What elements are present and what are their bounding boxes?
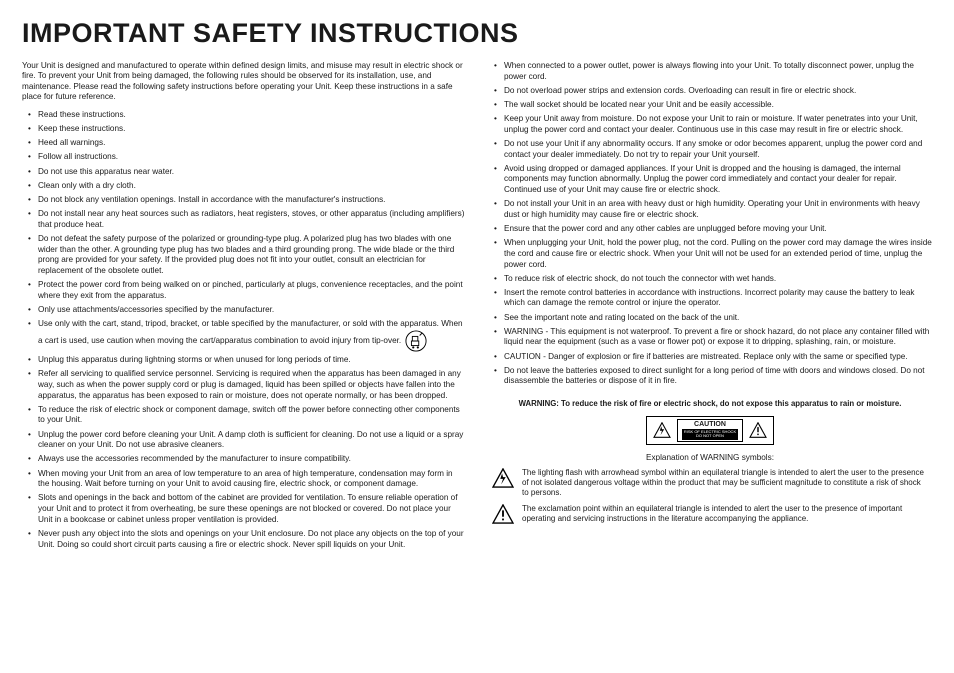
list-item: To reduce risk of electric shock, do not… [494, 274, 932, 285]
symbol-text-1: The lighting flash with arrowhead symbol… [522, 468, 928, 498]
list-item: Slots and openings in the back and botto… [28, 493, 466, 525]
list-item: Do not install near any heat sources suc… [28, 209, 466, 230]
list-item: To reduce the risk of electric shock or … [28, 405, 466, 426]
exclamation-triangle-icon [492, 504, 514, 524]
list-item: Do not block any ventilation openings. I… [28, 195, 466, 206]
list-item: Do not use your Unit if any abnormality … [494, 139, 932, 160]
list-item: When unplugging your Unit, hold the powe… [494, 238, 932, 270]
symbol-row-1: The lighting flash with arrowhead symbol… [488, 468, 932, 498]
lightning-triangle-icon [492, 468, 514, 488]
list-item: Do not leave the batteries exposed to di… [494, 366, 932, 387]
list-item: The wall socket should be located near y… [494, 100, 932, 111]
caution-label: CAUTION [682, 421, 738, 429]
list-item: Only use attachments/accessories specifi… [28, 305, 466, 316]
list-item: Heed all warnings. [28, 138, 466, 149]
list-item: Protect the power cord from being walked… [28, 280, 466, 301]
caution-center: CAUTION RISK OF ELECTRIC SHOCK DO NOT OP… [677, 419, 743, 441]
list-item: Keep your Unit away from moisture. Do no… [494, 114, 932, 135]
list-item: Refer all servicing to qualified service… [28, 369, 466, 401]
list-item: WARNING - This equipment is not waterpro… [494, 327, 932, 348]
list-item: Unplug this apparatus during lightning s… [28, 355, 466, 366]
list-item: Clean only with a dry cloth. [28, 181, 466, 192]
explain-title: Explanation of WARNING symbols: [488, 453, 932, 462]
list-item: Do not install your Unit in an area with… [494, 199, 932, 220]
list-item: CAUTION - Danger of explosion or fire if… [494, 352, 932, 363]
list-item: Unplug the power cord before cleaning yo… [28, 430, 466, 451]
list-item: When moving your Unit from an area of lo… [28, 469, 466, 490]
list-item: See the important note and rating locate… [494, 313, 932, 324]
list-item: Insert the remote control batteries in a… [494, 288, 932, 309]
list-item: Keep these instructions. [28, 124, 466, 135]
caution-sub: RISK OF ELECTRIC SHOCK DO NOT OPEN [682, 429, 738, 440]
symbol-row-2: The exclamation point within an equilate… [488, 504, 932, 524]
list-item: Follow all instructions. [28, 152, 466, 163]
bullet-list-right: When connected to a power outlet, power … [488, 61, 932, 387]
caution-box: CAUTION RISK OF ELECTRIC SHOCK DO NOT OP… [646, 416, 774, 444]
warning-footer: WARNING: To reduce the risk of fire or e… [488, 399, 932, 408]
bullet-list-left: Read these instructions. Keep these instr… [22, 110, 466, 550]
content-columns: Your Unit is designed and manufactured t… [22, 61, 932, 554]
list-item: Avoid using dropped or damaged appliance… [494, 164, 932, 196]
page-title: IMPORTANT SAFETY INSTRUCTIONS [22, 18, 932, 49]
list-item: Always use the accessories recommended b… [28, 454, 466, 465]
list-item: Read these instructions. [28, 110, 466, 121]
intro-paragraph: Your Unit is designed and manufactured t… [22, 61, 466, 102]
symbol-text-2: The exclamation point within an equilate… [522, 504, 928, 524]
list-item: Do not use this apparatus near water. [28, 167, 466, 178]
list-item: Do not overload power strips and extensi… [494, 86, 932, 97]
list-item: When connected to a power outlet, power … [494, 61, 932, 82]
list-item: Use only with the cart, stand, tripod, b… [28, 319, 466, 352]
list-item: Never push any object into the slots and… [28, 529, 466, 550]
right-column: When connected to a power outlet, power … [488, 61, 932, 554]
list-item: Ensure that the power cord and any other… [494, 224, 932, 235]
left-column: Your Unit is designed and manufactured t… [22, 61, 466, 554]
list-item: Do not defeat the safety purpose of the … [28, 234, 466, 277]
caution-box-row: CAUTION RISK OF ELECTRIC SHOCK DO NOT OP… [488, 416, 932, 444]
cart-tip-icon [405, 330, 427, 352]
exclamation-triangle-icon [749, 422, 767, 438]
lightning-triangle-icon [653, 422, 671, 438]
